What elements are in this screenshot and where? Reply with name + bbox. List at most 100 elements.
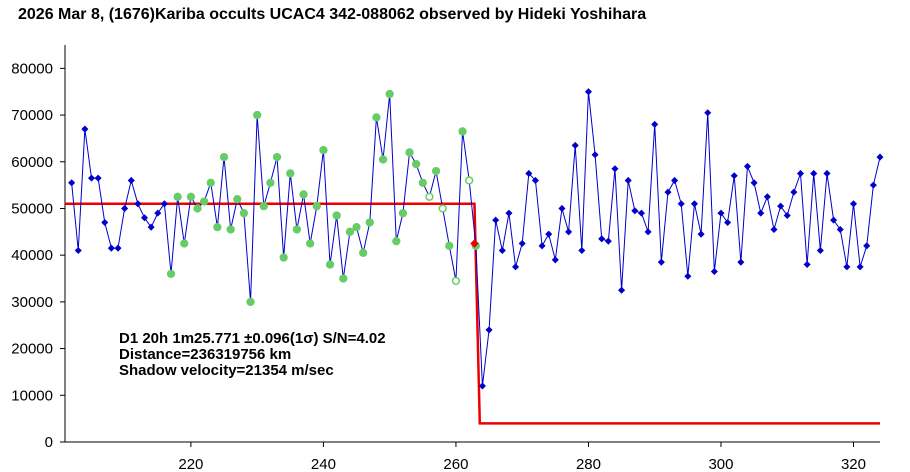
data-point (830, 216, 838, 224)
data-point (101, 218, 109, 227)
data-point-highlighted (465, 176, 474, 185)
data-point-highlighted (259, 201, 268, 211)
data-point (558, 204, 566, 213)
data-point (684, 272, 692, 280)
data-point (127, 176, 135, 184)
y-tick-label: 80000 (11, 60, 53, 77)
data-point-highlighted (306, 239, 315, 248)
data-point-highlighted (173, 192, 182, 201)
data-point (697, 230, 705, 238)
data-point (743, 162, 752, 170)
data-point (770, 225, 778, 234)
x-tick-label: 300 (708, 456, 733, 472)
data-point (478, 382, 486, 390)
data-point (94, 174, 102, 182)
data-point-highlighted (451, 276, 461, 286)
y-axis-ticks: 0 10000 20000 30000 40000 50000 60000 70000 8000… (11, 60, 65, 451)
data-point (750, 179, 758, 187)
chart-title: 2026 Mar 8, (1676)Kariba occults UCAC4 3… (18, 6, 646, 23)
data-point-highlighted (253, 110, 262, 120)
data-point-highlighted (166, 269, 176, 279)
data-point (710, 267, 718, 276)
data-point (836, 225, 844, 234)
annotation-event-time: D1 20h 1m25.771 ±0.096(1σ) S/N=4.02 (119, 330, 386, 347)
data-point (863, 242, 871, 250)
data-point-highlighted (239, 208, 249, 218)
data-point (505, 209, 513, 217)
data-point-highlighted (199, 197, 209, 206)
data-point (531, 176, 539, 184)
data-point (757, 209, 765, 217)
data-point (651, 120, 659, 128)
data-point-highlighted (425, 192, 434, 201)
data-points-group (68, 88, 884, 390)
data-point (492, 216, 500, 224)
data-point-highlighted (458, 127, 467, 136)
data-point (624, 176, 632, 184)
data-point (631, 207, 639, 215)
data-point (578, 246, 586, 255)
annotation-distance: Distance=236319756 km (119, 346, 291, 363)
data-point (545, 230, 553, 238)
data-point-highlighted (345, 227, 355, 236)
data-point-highlighted (352, 223, 361, 232)
data-point (777, 202, 785, 210)
data-point (790, 188, 798, 196)
data-point-highlighted (272, 152, 282, 162)
data-point (644, 228, 652, 236)
data-point (591, 151, 599, 159)
annotation-shadow-velocity: Shadow velocity=21354 m/sec (119, 362, 334, 379)
data-point-highlighted (266, 178, 275, 187)
data-point (677, 200, 685, 208)
data-point-highlighted (418, 178, 427, 187)
data-point-highlighted (292, 225, 302, 234)
data-point (498, 246, 506, 255)
data-point (604, 237, 612, 245)
data-point (107, 244, 115, 252)
data-point (538, 242, 546, 250)
data-point (140, 214, 149, 222)
data-point (724, 218, 732, 227)
data-point (147, 223, 155, 231)
data-point-highlighted (299, 190, 308, 199)
data-point-highlighted (359, 248, 368, 257)
data-point-highlighted (412, 159, 421, 169)
data-point (783, 211, 791, 220)
data-point (571, 141, 579, 149)
data-point (81, 125, 89, 133)
data-point-highlighted (339, 274, 348, 283)
data-point-highlighted (378, 155, 388, 164)
data-point (869, 181, 877, 189)
data-point (843, 263, 851, 271)
data-point (856, 263, 864, 271)
data-point-highlighted (312, 201, 321, 211)
data-point (816, 246, 824, 255)
data-point (121, 204, 129, 213)
data-point (87, 174, 96, 182)
data-point (796, 169, 805, 177)
data-point (763, 193, 771, 201)
data-point (134, 200, 142, 208)
data-point (823, 169, 831, 177)
data-point (518, 239, 526, 248)
data-point-highlighted (279, 253, 288, 262)
data-point (730, 172, 738, 180)
data-point (74, 246, 82, 255)
data-point-highlighted (445, 241, 454, 250)
data-point (618, 286, 626, 294)
data-point-highlighted (438, 204, 447, 213)
x-tick-label: 240 (311, 456, 336, 472)
data-point (690, 200, 699, 208)
data-point-highlighted (286, 169, 295, 178)
data-point-highlighted (246, 297, 255, 307)
data-point-highlighted (226, 225, 235, 234)
data-point-highlighted (385, 89, 394, 99)
data-point (160, 200, 168, 208)
data-point (584, 88, 592, 96)
data-point-highlighted (319, 145, 328, 155)
data-point (876, 153, 884, 161)
x-axis-ticks: 220 240 260 280 300 320 (178, 442, 866, 472)
data-point-highlighted (398, 208, 408, 218)
data-point (671, 176, 679, 184)
